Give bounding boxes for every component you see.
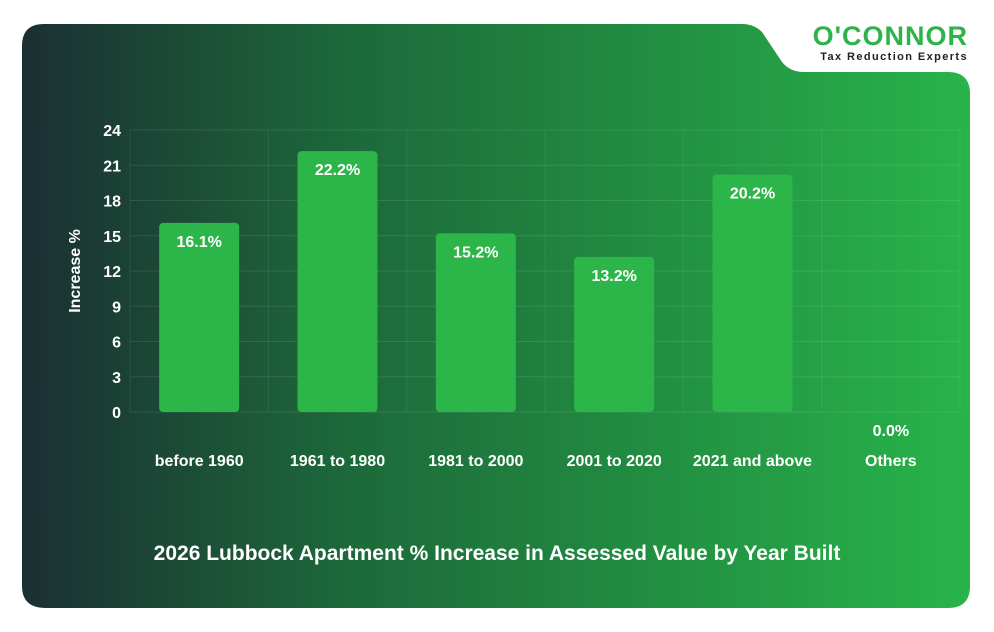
y-axis-label: Increase % xyxy=(67,229,84,313)
bar xyxy=(435,233,516,412)
y-tick-label: 3 xyxy=(112,370,121,387)
y-tick-label: 21 xyxy=(103,158,121,175)
bar-data-label: 22.2% xyxy=(315,162,360,179)
y-tick-label: 0 xyxy=(112,405,121,422)
chart-grid xyxy=(129,129,961,413)
y-tick-label: 6 xyxy=(112,335,121,352)
y-tick-label: 15 xyxy=(103,229,121,246)
brand-name: O'CONNOR xyxy=(812,21,968,51)
bar-data-label: 16.1% xyxy=(176,234,221,251)
y-tick-label: 9 xyxy=(112,299,121,316)
brand-tagline: Tax Reduction Experts xyxy=(820,51,968,63)
x-tick-label: 2021 and above xyxy=(693,453,812,470)
bar xyxy=(159,222,240,412)
x-axis-ticks: before 1960 1961 to 1980 1981 to 2000 2001 … xyxy=(155,453,917,470)
brand-logo: O'CONNOR Tax Reduction Experts xyxy=(813,22,968,63)
x-tick-label: 1961 to 1980 xyxy=(290,453,385,470)
y-tick-label: 18 xyxy=(103,194,121,211)
x-tick-label: 2001 to 2020 xyxy=(567,453,662,470)
bar xyxy=(574,256,655,412)
y-axis-ticks: 0 3 6 9 12 15 18 21 24 xyxy=(103,123,121,422)
bar-series: 16.1% 22.2% 15.2% 13.2% 20.2% 0.0% xyxy=(159,151,909,440)
y-tick-label: 24 xyxy=(103,123,121,140)
x-tick-label: 1981 to 2000 xyxy=(428,453,523,470)
bar xyxy=(297,151,378,412)
bar-data-label: 15.2% xyxy=(453,244,498,261)
y-tick-label: 12 xyxy=(103,264,121,281)
chart-title: 2026 Lubbock Apartment % Increase in Ass… xyxy=(153,542,841,565)
x-tick-label: Others xyxy=(865,453,917,470)
x-tick-label: before 1960 xyxy=(155,453,244,470)
bar-data-label: 13.2% xyxy=(591,268,636,285)
bar-data-label: 20.2% xyxy=(730,186,775,203)
bar-data-label: 0.0% xyxy=(873,423,909,440)
bar xyxy=(712,174,793,412)
